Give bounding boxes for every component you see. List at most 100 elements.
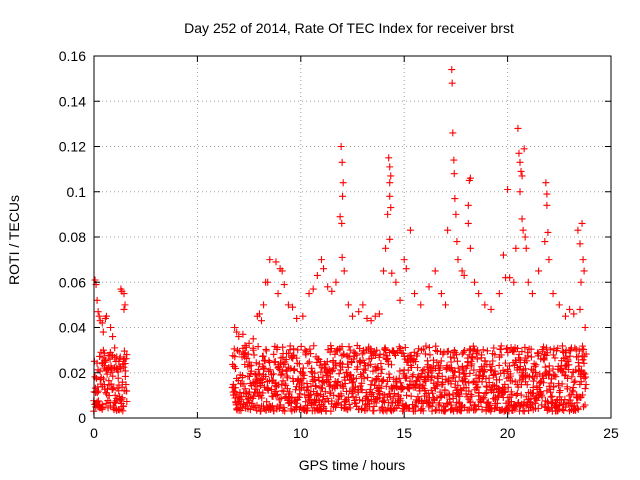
data-point [334,378,342,386]
data-point [280,281,288,289]
data-point [574,353,582,361]
data-point [96,352,104,360]
data-point [545,256,553,264]
data-point [579,356,587,364]
data-point [543,349,551,357]
data-point [252,359,260,367]
data-point [382,346,390,354]
data-point [102,312,110,320]
data-point [307,350,315,358]
data-point [450,170,458,178]
data-point [544,398,552,406]
data-point [422,377,430,385]
data-point [409,371,417,379]
data-point [267,403,275,411]
data-point [317,256,325,264]
data-point [429,389,437,397]
data-point [237,396,245,404]
axis-ticks [93,55,612,419]
x-tick-label: 0 [90,425,98,441]
data-point [348,389,356,397]
data-point [340,267,348,275]
data-point [563,385,571,393]
data-point [452,210,460,218]
data-point [414,364,422,372]
data-point [478,406,486,414]
data-point [350,355,358,363]
data-point [257,382,265,390]
data-point [367,381,375,389]
data-point [384,210,392,218]
data-point [360,365,368,373]
data-point [93,296,101,304]
data-point [306,345,314,353]
data-point [118,378,126,386]
data-point [294,346,302,354]
y-axis-label: ROTI / TECUs [6,195,22,285]
data-point [260,301,268,309]
data-point [275,362,283,370]
data-point [384,378,392,386]
data-point [120,363,128,371]
data-point [241,385,249,393]
data-point [351,349,359,357]
data-point [328,397,336,405]
data-point [91,373,99,381]
data-point [284,374,292,382]
data-point [304,387,312,395]
data-point [419,367,427,375]
data-point [558,367,566,375]
data-point [525,373,533,381]
data-point [456,368,464,376]
data-point [464,201,472,209]
data-point [375,310,383,318]
data-point [332,278,340,286]
data-point [487,305,495,313]
y-tick-label: 0.08 [59,229,86,245]
data-point [271,358,279,366]
data-point [123,351,131,359]
data-point [451,368,459,376]
data-point [273,390,281,398]
data-point [419,407,427,415]
data-point [388,385,396,393]
data-point [579,391,587,399]
data-point [233,328,241,336]
data-point [433,358,441,366]
data-point [315,397,323,405]
data-point [461,347,469,355]
data-point [447,380,455,388]
data-point [276,359,284,367]
data-point [354,363,362,371]
data-point [510,348,518,356]
data-point [241,342,249,350]
data-point [241,349,249,357]
data-point [417,301,425,309]
data-point [478,351,486,359]
data-point [555,301,563,309]
data-point [497,342,505,350]
data-point [518,172,526,180]
data-point [231,324,239,331]
data-point [101,349,109,357]
data-point [304,401,312,409]
data-point [105,392,113,400]
data-point [254,343,262,351]
data-point [488,362,496,370]
data-point [495,290,503,298]
data-point [247,367,255,375]
data-point [556,388,564,396]
data-point [373,346,381,354]
data-point [574,404,582,412]
data-point [338,219,346,227]
data-point [290,345,298,353]
data-point [465,379,473,387]
data-point [111,391,119,399]
data-point [395,374,403,382]
data-point [111,344,119,352]
data-point [412,377,420,385]
data-point [264,278,272,286]
data-point [581,370,589,378]
data-point [397,394,405,402]
data-point [118,394,126,402]
